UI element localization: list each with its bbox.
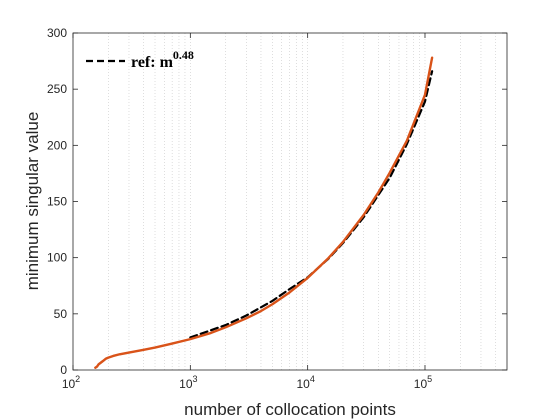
y-tick-label: 50	[54, 307, 68, 321]
y-tick-label: 300	[47, 26, 67, 40]
y-tick-label: 250	[47, 82, 67, 96]
axis-ticks: 102 103 104 105 0 50 100 150 200 250 300	[47, 26, 507, 391]
x-tick-label: 103	[179, 374, 197, 391]
y-tick-label: 200	[47, 138, 67, 152]
x-tick-label: 105	[414, 374, 432, 391]
y-tick-label: 0	[60, 363, 67, 377]
x-tick-label: 104	[296, 374, 314, 391]
y-tick-label: 100	[47, 251, 67, 265]
legend-label-ref: ref: m0.48	[131, 48, 194, 71]
x-axis-title: number of collocation points	[184, 400, 396, 419]
x-tick-label: 102	[62, 374, 80, 391]
plot-area	[73, 33, 507, 370]
y-axis-title: minimum singular value	[23, 112, 42, 291]
grid-lines	[108, 33, 496, 370]
singular-value-series-line	[94, 56, 434, 369]
y-tick-label: 150	[47, 195, 67, 209]
series-lines	[94, 56, 434, 369]
legend: ref: m0.48	[86, 48, 194, 71]
